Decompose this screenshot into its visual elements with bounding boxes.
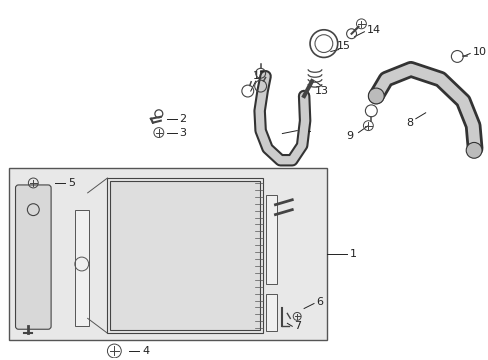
- Circle shape: [465, 143, 481, 158]
- Text: 1: 1: [349, 249, 356, 259]
- Bar: [265, 195, 277, 284]
- FancyBboxPatch shape: [16, 185, 51, 329]
- Text: 8: 8: [405, 118, 412, 128]
- Text: 6: 6: [315, 297, 322, 307]
- Text: 2: 2: [179, 114, 186, 124]
- Text: 14: 14: [366, 25, 380, 35]
- Bar: [110, 181, 259, 330]
- Text: 5: 5: [68, 178, 75, 188]
- Text: 11: 11: [299, 123, 312, 134]
- Bar: [265, 294, 277, 331]
- Text: 12: 12: [252, 71, 266, 81]
- Text: 10: 10: [472, 46, 486, 57]
- Text: 7: 7: [294, 321, 301, 331]
- Text: 4: 4: [142, 346, 149, 356]
- Bar: [110, 181, 259, 330]
- Text: 3: 3: [179, 127, 186, 138]
- Bar: [75, 210, 88, 326]
- Text: 13: 13: [314, 86, 328, 96]
- Text: 15: 15: [336, 41, 350, 51]
- Bar: [107, 178, 262, 333]
- Circle shape: [367, 88, 384, 104]
- Text: 9: 9: [346, 131, 353, 140]
- Bar: [9, 168, 326, 340]
